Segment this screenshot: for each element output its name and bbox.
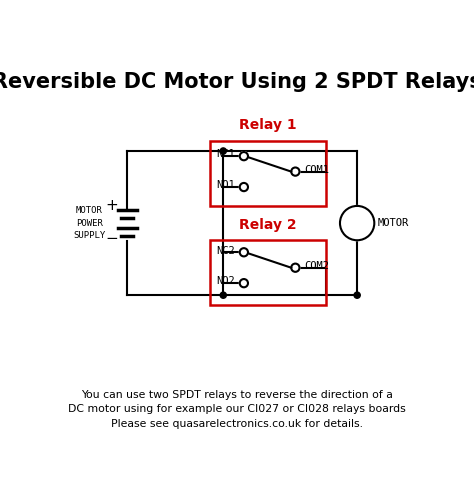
Circle shape [220, 148, 227, 154]
Circle shape [291, 167, 300, 176]
Text: NC1: NC1 [217, 150, 235, 159]
Circle shape [220, 292, 227, 298]
Text: +: + [105, 198, 118, 213]
Text: MOTOR
POWER
SUPPLY: MOTOR POWER SUPPLY [73, 206, 106, 240]
Text: NC2: NC2 [217, 245, 235, 256]
Bar [210, 240, 326, 305]
Circle shape [240, 248, 248, 257]
Bar [210, 141, 326, 206]
Text: NO1: NO1 [217, 181, 235, 190]
Text: Reversible DC Motor Using 2 SPDT Relays: Reversible DC Motor Using 2 SPDT Relays [0, 72, 474, 92]
Circle shape [291, 264, 300, 272]
Circle shape [240, 183, 248, 191]
Circle shape [354, 292, 360, 298]
Circle shape [240, 152, 248, 160]
Text: Relay 2: Relay 2 [239, 218, 297, 232]
Text: COM1: COM1 [304, 165, 329, 175]
Text: NO2: NO2 [217, 276, 235, 287]
Text: COM2: COM2 [304, 261, 329, 271]
Text: MOTOR: MOTOR [378, 218, 409, 228]
Circle shape [340, 206, 374, 240]
Text: You can use two SPDT relays to reverse the direction of a
DC motor using for exa: You can use two SPDT relays to reverse t… [68, 390, 406, 429]
Circle shape [240, 279, 248, 287]
Text: −: − [105, 231, 118, 246]
Text: Relay 1: Relay 1 [239, 118, 297, 132]
